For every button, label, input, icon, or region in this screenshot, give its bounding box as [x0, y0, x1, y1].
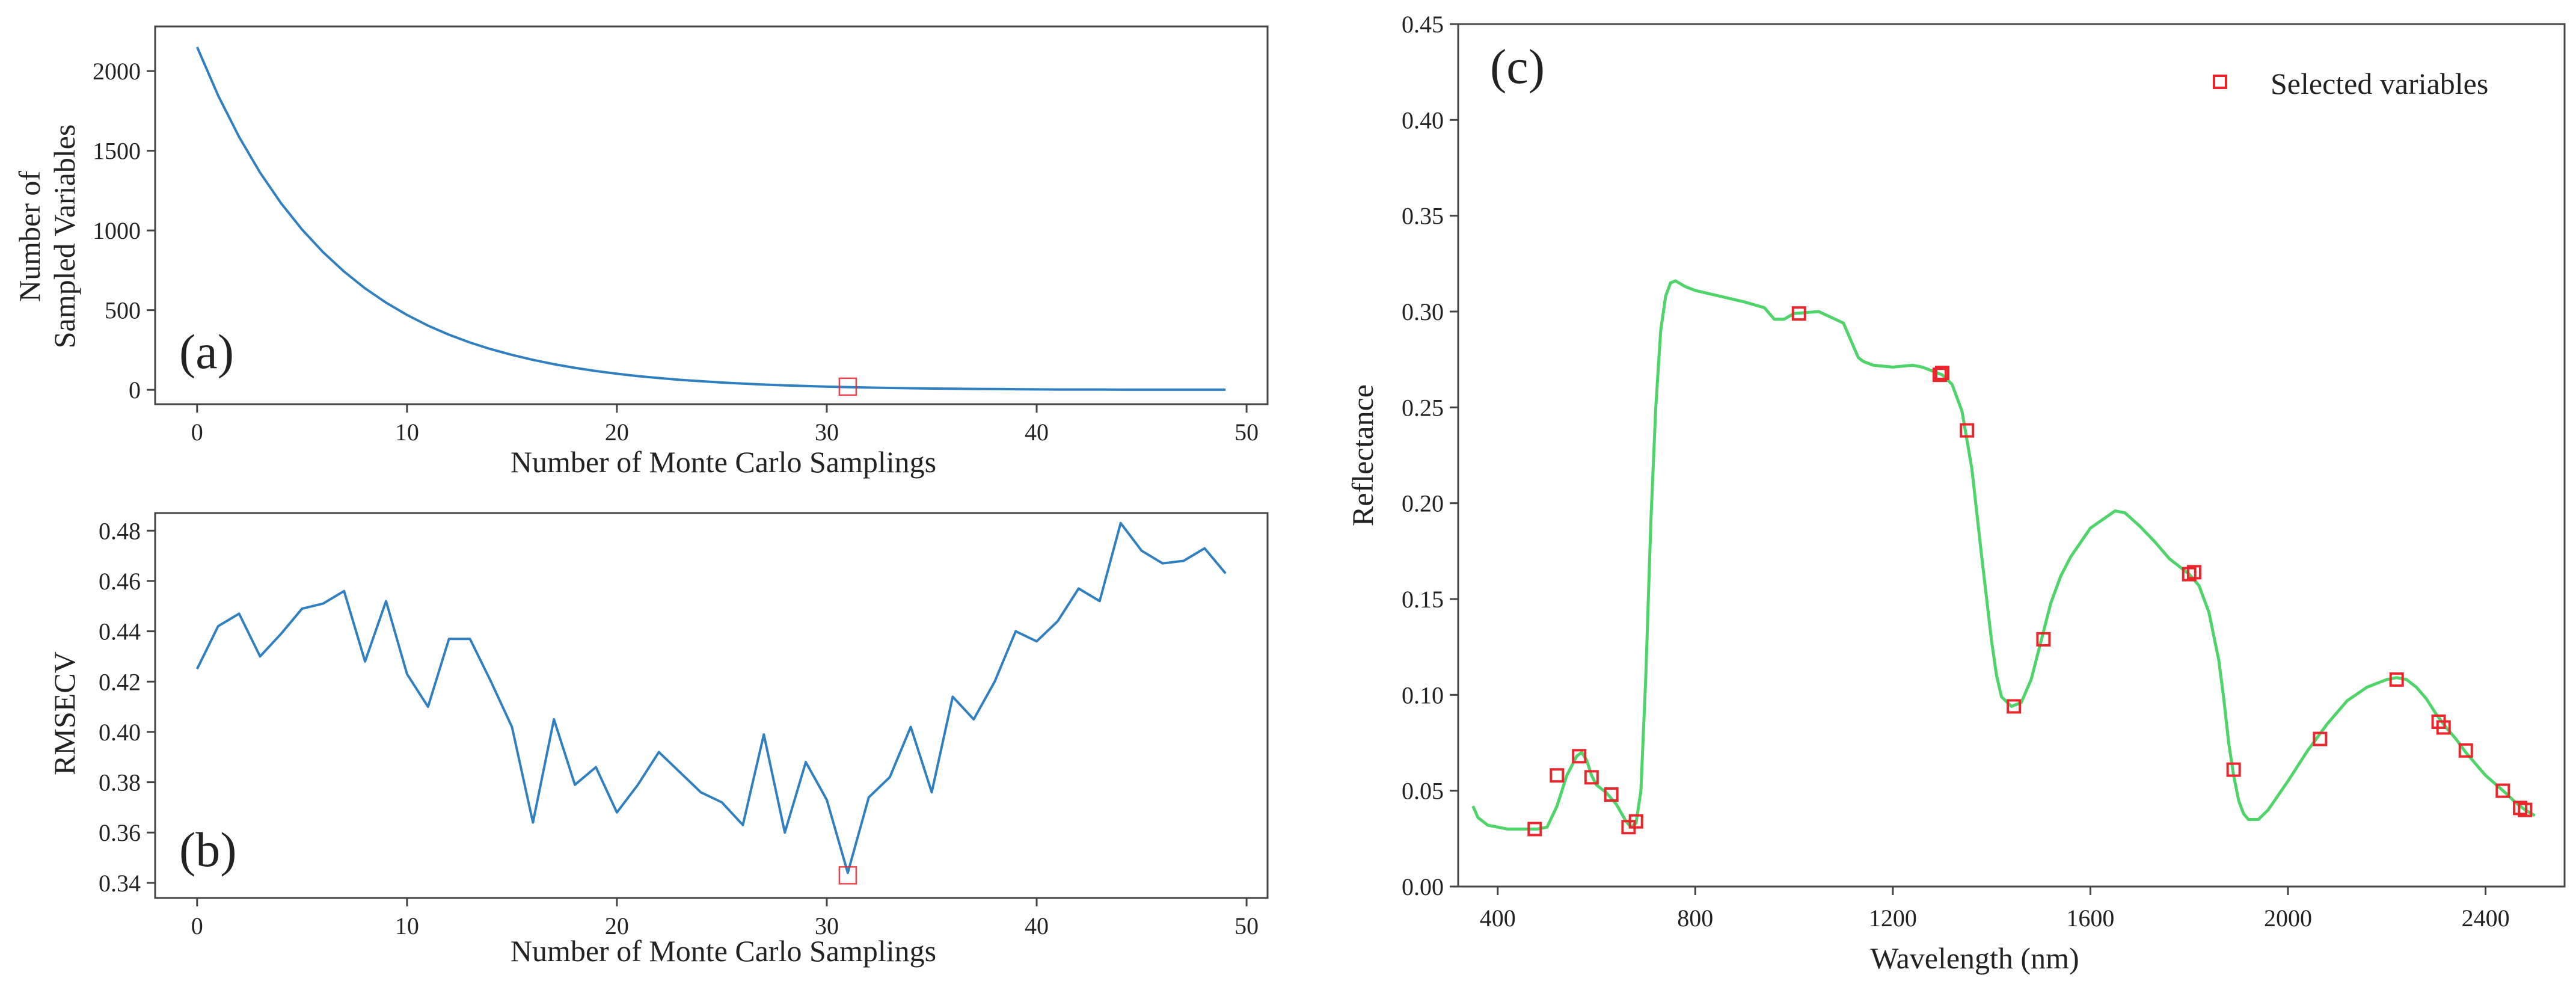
selected-variable-marker [1584, 770, 1599, 785]
panel-c-plot-frame [1457, 23, 2566, 888]
panel-c-marks [1471, 279, 2536, 837]
panel-c-x-tick-label: 400 [1480, 905, 1516, 932]
panel-b-x-tick-label: 20 [605, 912, 629, 939]
panel-b-x-tick-label: 30 [815, 912, 839, 939]
panel-b-series-line [196, 521, 1227, 875]
panel-a-x-tick-label: 10 [395, 419, 419, 446]
selected-variable-marker [2436, 720, 2451, 735]
panel-c-chart: 400 800 1200 1600 2000 2400 0.00 0.05 0.10 0.15 0.… [1346, 11, 2566, 975]
panel-c-tag: (c) [1490, 39, 1545, 94]
panel-c-y-tick-label: 0.15 [1402, 586, 1444, 613]
selected-variable-marker [1628, 814, 1643, 829]
panel-b-y-tick-label: 0.48 [99, 517, 141, 544]
panel-c-y-tick-label: 0.30 [1402, 298, 1444, 325]
panel-a-y-axis-title-line2: Sampled Variables [48, 125, 81, 349]
panel-c-x-tick-label: 2000 [2264, 905, 2312, 932]
panel-c-y-tick-label: 0.00 [1402, 873, 1444, 900]
panel-b-highlight-marker [838, 866, 857, 885]
panel-a-y-axis-title-line1: Number of [13, 171, 46, 302]
panel-a-y-tick-label: 1000 [93, 217, 141, 244]
panel-c-y-tick-label: 0.10 [1402, 681, 1444, 709]
selected-variable-marker [2007, 699, 2022, 714]
panel-b-y-tick-label: 0.42 [99, 668, 141, 695]
panel-b-y-tick-label: 0.38 [99, 769, 141, 796]
panel-a-y-tick-label: 1500 [93, 138, 141, 165]
panel-a-series-line [195, 46, 1226, 391]
panel-a-plot-frame [154, 25, 1269, 405]
panel-b-x-tick-label: 10 [395, 912, 419, 939]
selected-variable-marker [1527, 822, 1542, 837]
panel-a-x-tick-label: 0 [191, 419, 203, 446]
panel-c-x-tick-label: 2400 [2462, 905, 2510, 932]
panel-c-x-axis-title: Wavelength (nm) [1870, 941, 2079, 975]
panel-b-y-tick-label: 0.34 [99, 870, 141, 897]
panel-c-y-axis-title: Reflectance [1346, 384, 1379, 526]
panel-c-y-tick-label: 0.20 [1402, 490, 1444, 517]
panel-b-axes: 0 10 20 30 40 50 0.34 0.36 0.38 0.40 0.42 0.44 0.46 0… [99, 512, 1269, 939]
panel-a-x-tick-label: 50 [1234, 419, 1259, 446]
selected-variable-marker [1960, 423, 1975, 438]
panel-a-x-tick-label: 30 [815, 419, 839, 446]
selected-variable-marker [2458, 743, 2473, 758]
panel-c-y-tick-label: 0.45 [1402, 11, 1444, 38]
panel-c-y-tick-label: 0.25 [1402, 394, 1444, 421]
panel-a-highlight-marker [838, 377, 857, 396]
selected-variable-marker [2226, 762, 2241, 777]
selected-variable-marker [1550, 768, 1565, 783]
panel-c-x-tick-label: 800 [1677, 905, 1713, 932]
panel-c-axes: 400 800 1200 1600 2000 2400 0.00 0.05 0.10 0.15 0.… [1402, 11, 2566, 932]
panel-a-y-tick-label: 2000 [93, 58, 141, 85]
panel-b-marks [196, 521, 1227, 885]
panel-c-y-tick-label: 0.35 [1402, 203, 1444, 230]
panel-c-y-tick-label: 0.05 [1402, 778, 1444, 805]
panel-a-tag: (a) [179, 324, 234, 379]
panel-a-y-tick-label: 500 [105, 297, 141, 324]
panel-b-y-tick-label: 0.46 [99, 568, 141, 595]
panel-b-x-tick-label: 40 [1025, 912, 1049, 939]
panel-b-y-tick-label: 0.36 [99, 819, 141, 846]
panel-a-x-tick-label: 20 [605, 419, 629, 446]
selected-variable-marker [2313, 731, 2328, 746]
panel-b-tag: (b) [179, 822, 237, 877]
selected-variable-marker [2518, 802, 2533, 817]
panel-a-x-axis-title: Number of Monte Carlo Samplings [511, 445, 936, 479]
panel-c-legend: Selected variables [2213, 67, 2488, 100]
panel-c-x-tick-label: 1200 [1869, 905, 1917, 932]
panel-b-y-tick-label: 0.40 [99, 719, 141, 746]
legend-marker-square [2213, 75, 2227, 89]
legend-label-selected-variables: Selected variables [2271, 67, 2488, 100]
panel-b-x-axis-title: Number of Monte Carlo Samplings [511, 934, 936, 968]
panel-b-y-tick-label: 0.44 [99, 618, 141, 645]
selected-variable-marker [1572, 749, 1587, 764]
panel-a-marks [195, 46, 1226, 396]
panel-b-plot-frame [154, 512, 1269, 899]
selected-variable-marker [1604, 787, 1619, 802]
panel-c-x-tick-label: 1600 [2066, 905, 2114, 932]
panel-b-chart: 0 10 20 30 40 50 0.34 0.36 0.38 0.40 0.42 0.44 0.46 0… [48, 512, 1269, 968]
selected-variable-marker [2389, 672, 2404, 687]
panel-c-y-tick-label: 0.40 [1402, 106, 1444, 134]
panel-b-y-axis-title: RMSECV [48, 651, 81, 775]
selected-variable-marker [1932, 367, 1947, 383]
panel-b-x-tick-label: 0 [191, 912, 203, 939]
selected-variable-marker [1935, 365, 1949, 380]
selected-variable-marker [2495, 783, 2510, 798]
selected-variable-marker [2186, 565, 2201, 580]
selected-variable-marker [1791, 306, 1806, 321]
panel-a-x-tick-label: 40 [1025, 419, 1049, 446]
selected-variable-marker [2036, 632, 2051, 647]
panel-a-y-tick-label: 0 [129, 377, 141, 404]
panel-b-x-tick-label: 50 [1234, 912, 1259, 939]
